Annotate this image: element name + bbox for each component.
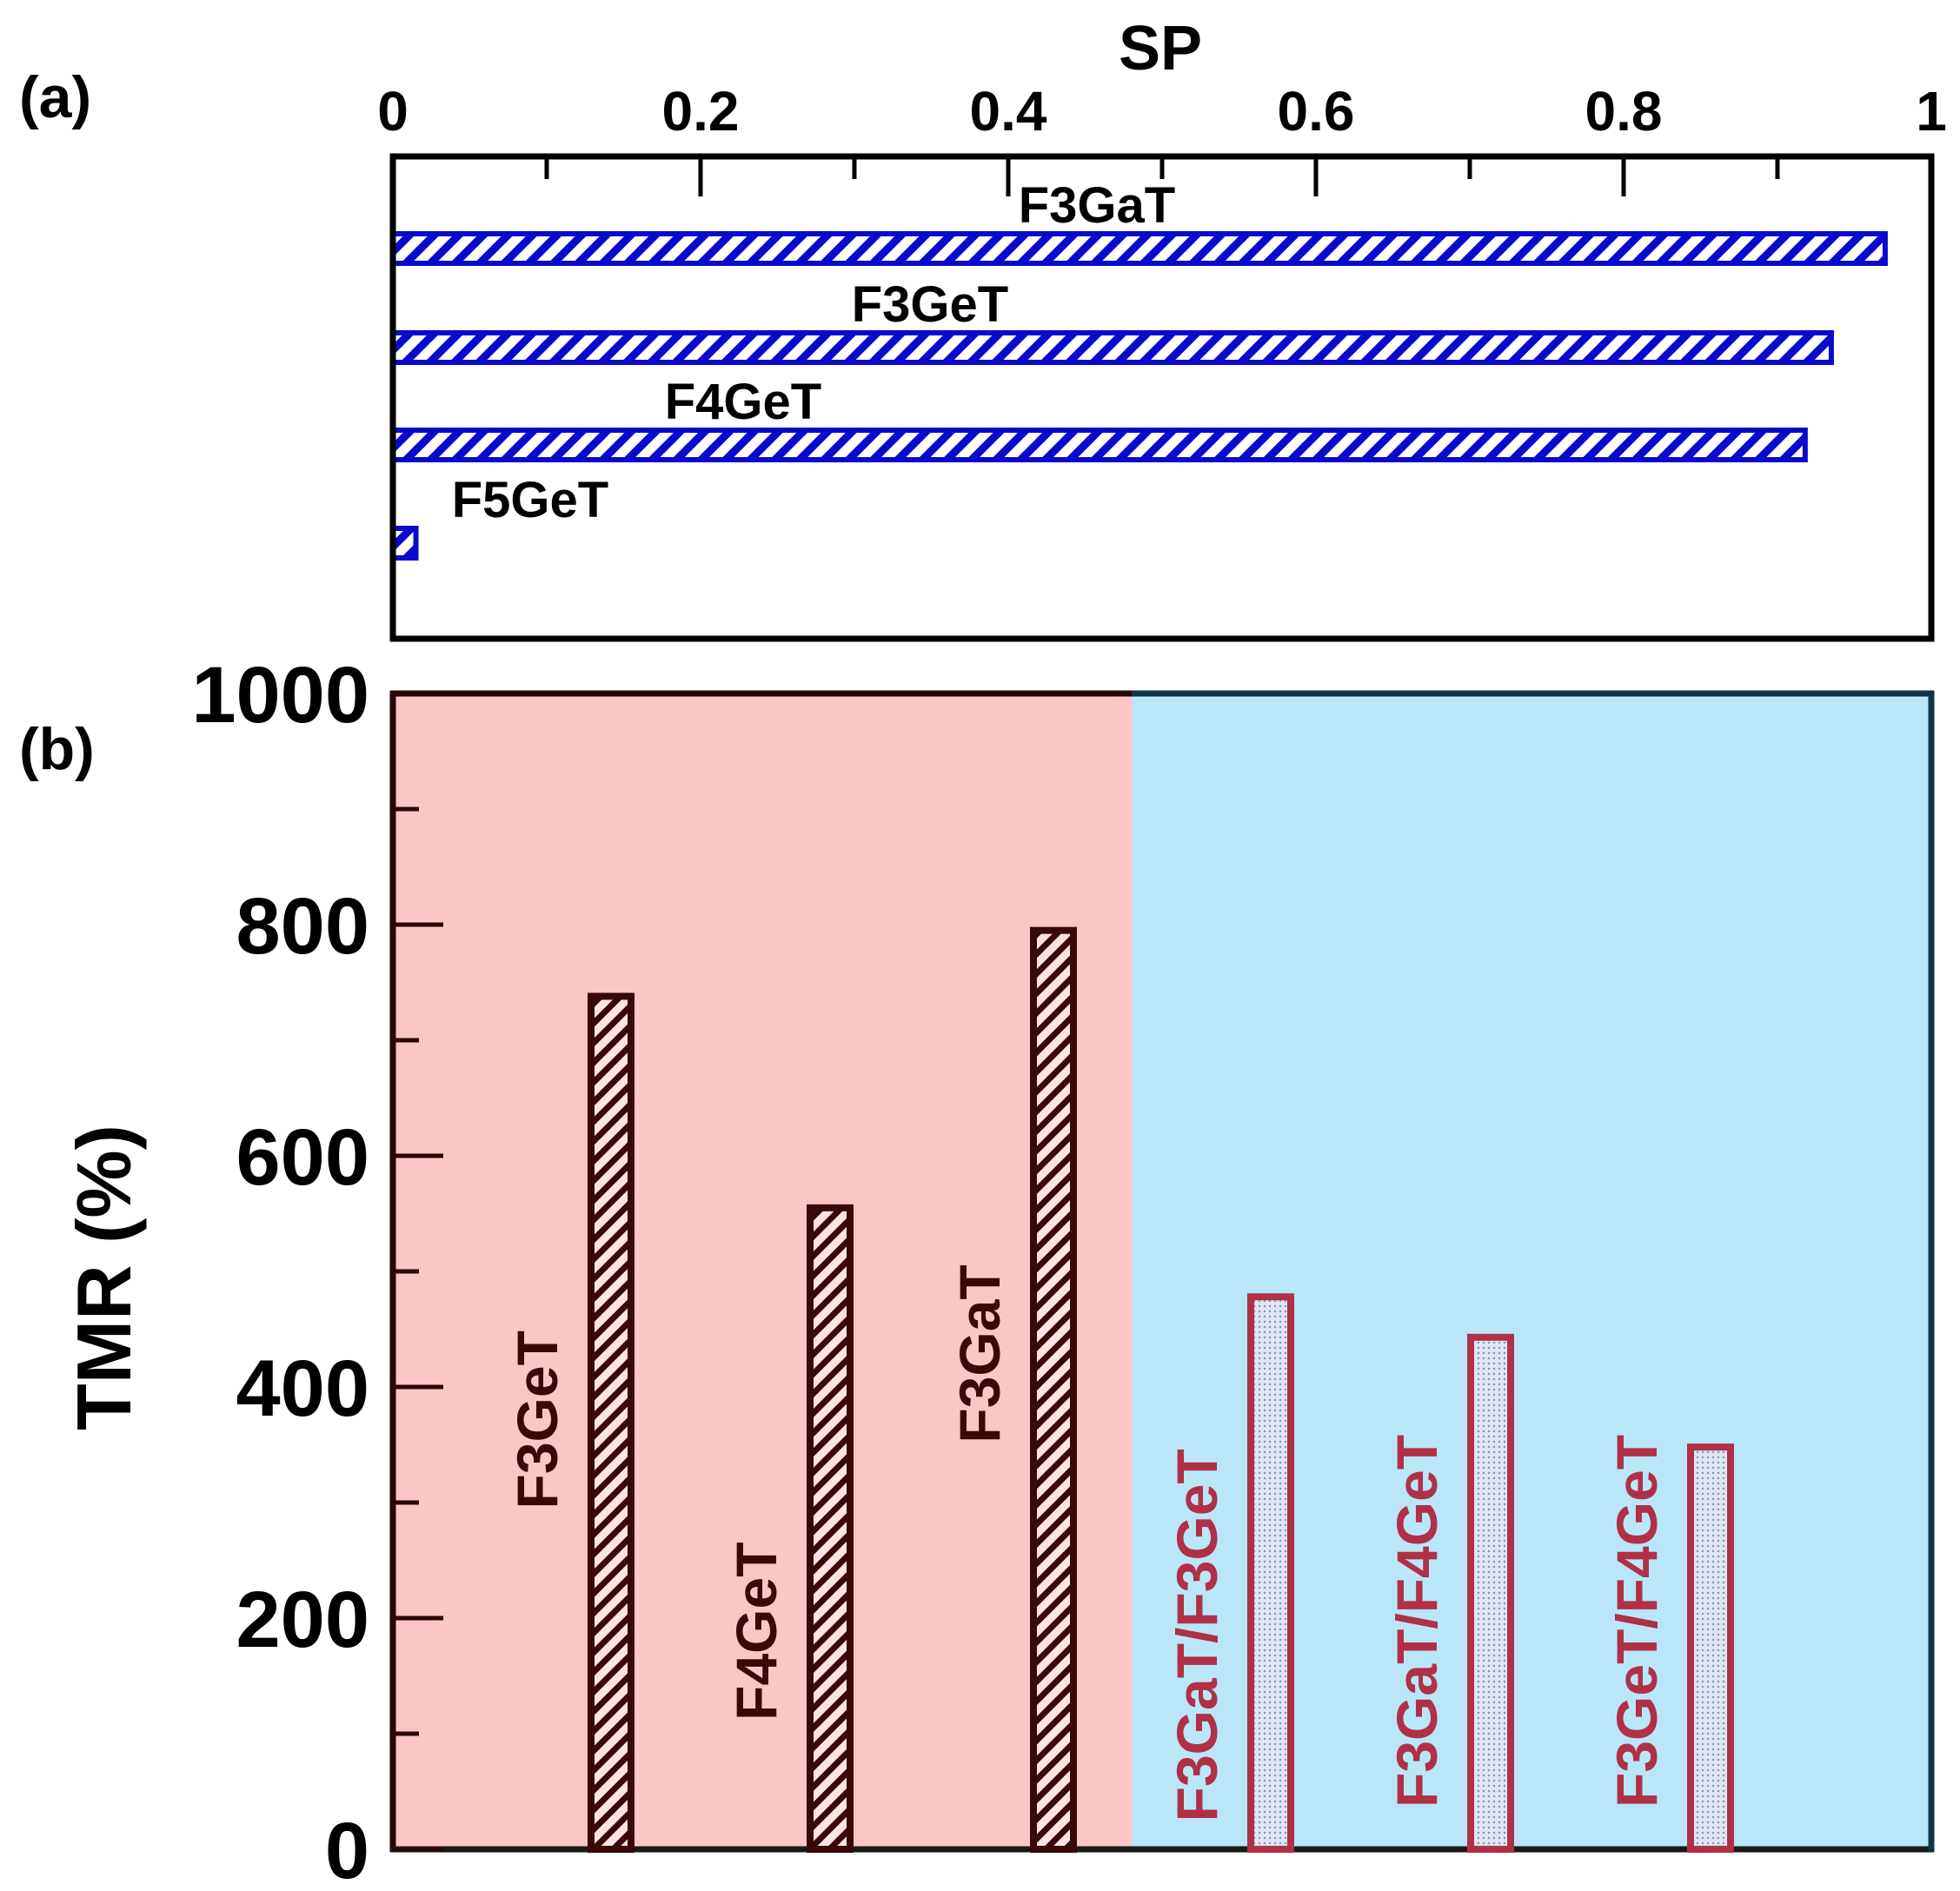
tmr-tick-label: 400 [236, 1344, 370, 1433]
sp-bar [390, 231, 1888, 266]
panel-a-xlabel: SP [1119, 14, 1202, 83]
tmr-bar [1467, 1333, 1514, 1854]
tmr-bar [1030, 926, 1077, 1853]
tmr-bar-label: F4GeT [724, 1542, 788, 1720]
sp-bar-label: F5GeT [452, 472, 609, 528]
tmr-tick-label: 800 [236, 882, 370, 971]
sp-bar [390, 526, 419, 561]
panel-a-ticks: 0 0.2 0.4 0.6 0.8 1 [377, 80, 1947, 196]
tmr-bar-label: F3GeT [505, 1330, 569, 1509]
tmr-bar-label: F3GeT/F4GeT [1605, 1435, 1669, 1808]
panel-b-ylabel: TMR (%) [61, 1125, 147, 1430]
region-single-background [393, 693, 1132, 1849]
sp-bar [390, 330, 1834, 365]
tmr-bar [807, 1204, 854, 1853]
panel-b: (b) TMR (%) 0 200 400 600 800 1000 F3GeT F4GeT… [19, 651, 1935, 1891]
sp-tick-label: 0.2 [662, 80, 740, 143]
panel-b-bars: F3GeT F4GeT F3GaT F3GaT/F3GeT F3GaT/F4GeT F3G… [505, 926, 1734, 1854]
sp-bar-label: F4GeT [665, 374, 822, 430]
tmr-tick-label: 200 [236, 1576, 370, 1664]
tmr-bar [1687, 1443, 1734, 1854]
tmr-bar-label: F3GaT [947, 1264, 1012, 1443]
tmr-bar-label: F3GaT/F3GeT [1165, 1449, 1229, 1821]
panel-a-frame [389, 153, 1935, 642]
tmr-tick-label: 0 [325, 1807, 369, 1891]
sp-bar-label: F3GeT [852, 276, 1009, 333]
sp-tick-label: 0.8 [1585, 80, 1663, 143]
sp-bar [390, 428, 1808, 462]
tmr-bar-label: F3GaT/F4GeT [1385, 1435, 1449, 1808]
sp-tick-label: 1 [1916, 80, 1947, 143]
sp-tick-label: 0.6 [1278, 80, 1355, 143]
panel-a-label: (a) [19, 64, 91, 130]
tmr-tick-label: 600 [236, 1113, 370, 1202]
panel-b-ticks: 0 200 400 600 800 1000 [191, 651, 443, 1891]
sp-tick-label: 0 [377, 80, 409, 143]
tmr-tick-label: 1000 [191, 651, 369, 740]
sp-tick-label: 0.4 [970, 80, 1047, 143]
tmr-bar [588, 992, 635, 1853]
tmr-bar [1247, 1293, 1294, 1853]
panel-b-label: (b) [19, 716, 95, 782]
sp-bar-label: F3GaT [1019, 177, 1176, 234]
